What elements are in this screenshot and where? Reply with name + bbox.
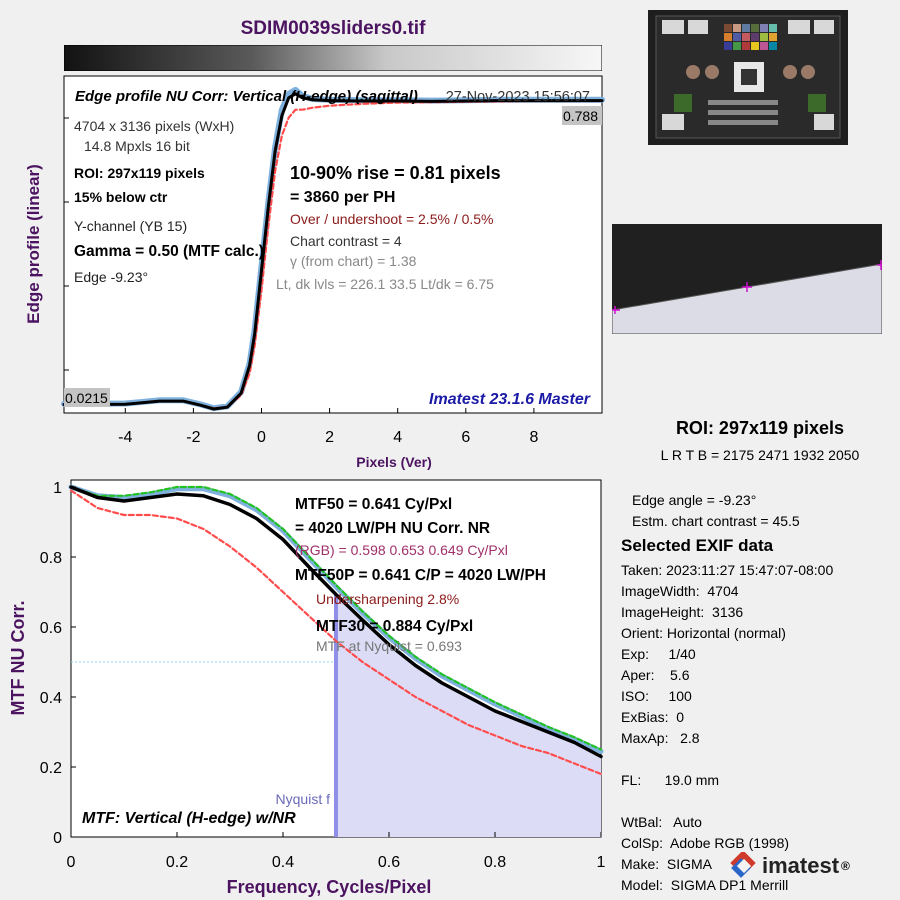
edge-info-angle: Edge -9.23° [74,269,148,285]
mtf-y-tick-label: 0 [53,830,62,847]
mtf-x-tick-label: 1 [597,854,606,871]
edge-x-tick-label: 6 [461,429,470,446]
mtf-x-tick-label: 0.6 [378,854,400,871]
exif-line: MaxAp: 2.8 [621,730,700,746]
mtf-series-line-2 [69,485,603,751]
edge-series-group [61,86,605,412]
exif-line [621,791,900,812]
chart-title: SDIM0039sliders0.tif [240,18,426,39]
mtf-series-line-3 [69,489,603,776]
gamma-chart-text: γ (from chart) = 1.38 [290,253,417,269]
edge-x-tick-label: -2 [186,429,200,446]
edge-info-loc: 15% below ctr [74,189,168,205]
exif-title: Selected EXIF data [621,536,774,555]
mtf50-text: MTF50 = 0.641 Cy/Pxl [295,496,452,513]
edge-y-ticks [64,117,69,371]
exif-line: Model: SIGMA DP1 Merrill [621,877,789,893]
exif-line: FL: 19.0 mm [621,772,720,788]
edge-x-axis-label: Pixels (Ver) [356,454,432,470]
edge-heading: Edge profile NU Corr: Vertical (H-edge) … [75,88,418,105]
exif-line: ImageHeight: 3136 [621,604,744,620]
mtf-y-ticks: 0 0.2 0.4 0.6 0.8 1 [40,480,76,847]
edge-info-channel: Y-channel (YB 15) [74,218,187,234]
mtf30-text: MTF30 = 0.884 Cy/Pxl [316,618,473,635]
overshoot-text: Over / undershoot = 2.5% / 0.5% [290,211,494,227]
edge-angle-text: Edge angle = -9.23° [632,492,757,508]
right-value-box [562,106,602,125]
exif-line [621,749,900,770]
mtf-x-tick-label: 0 [67,854,76,871]
edge-series-line-0 [62,92,604,411]
mtf-plot: 0 0.2 0.4 0.6 0.8 1 0 0.2 0.4 0.6 0.8 1 MTF50 = 0.… [8,479,606,897]
per-ph-text: = 3860 per PH [290,189,395,206]
mtf-y-tick-label: 0.4 [40,690,62,707]
rgb-text: (RGB) = 0.598 0.653 0.649 Cy/Pxl [295,542,508,558]
roi-crop-image [612,224,882,334]
edge-x-tick-label: -4 [118,429,132,446]
mtf-series-line-1 [68,484,604,754]
right-value: 0.788 [563,108,598,124]
edge-x-tick-label: 4 [393,429,402,446]
nyquist-label: Nyquist f [276,791,331,807]
mtf-nyquist-text: MTF at Nyquist = 0.693 [316,638,462,654]
exif-line: Aper: 5.6 [621,667,690,683]
left-value-box [64,388,110,407]
version-label: Imatest 23.1.6 Master [429,391,591,408]
rise-text: 10-90% rise = 0.81 pixels [290,163,501,183]
mtf-footer: MTF: Vertical (H-edge) w/NR [82,810,296,827]
exif-line: ISO: 100 [621,688,692,704]
exif-line: Make: SIGMA [621,856,713,872]
mtf-x-tick-label: 0.2 [166,854,188,871]
estm-contrast-text: Estm. chart contrast = 45.5 [632,513,800,529]
left-value: 0.0215 [65,390,108,406]
exif-line: ExBias: 0 [621,709,685,725]
edge-y-axis-label: Edge profile (linear) [24,164,43,324]
mtf-y-tick-label: 1 [53,480,62,497]
mtf-x-axis-label: Frequency, Cycles/Pixel [227,877,432,897]
edge-x-tick-label: 0 [257,429,266,446]
mtf50-lw-text: = 4020 LW/PH NU Corr. NR [295,520,490,537]
mtf-y-tick-label: 0.8 [40,550,62,567]
mtf-x-tick-label: 0.4 [272,854,294,871]
edge-plot-area [63,75,603,414]
imatest-logo: imatest ® [728,852,850,880]
mtf50p-text: MTF50P = 0.641 C/P = 4020 LW/PH [295,567,546,584]
exif-line: Exp: 1/40 [621,646,696,662]
imatest-logo-mark: ® [841,859,850,873]
levels-text: Lt, dk lvls = 226.1 33.5 Lt/dk = 6.75 [276,276,494,292]
imatest-logo-text: imatest [762,853,840,878]
chart-contrast-text: Chart contrast = 4 [290,233,402,249]
exif-line: WtBal: Auto [621,814,702,830]
edge-info-roi: ROI: 297x119 pixels [74,165,205,181]
edge-profile-plot: -4 -2 0 2 4 6 8 Edge profile NU Corr: Vertical… [24,75,605,470]
mtf-y-axis-label: MTF NU Corr. [8,601,28,716]
mtf-x-tick-label: 0.8 [484,854,506,871]
info-panel: Edge angle = -9.23° Estm. chart contrast… [621,490,900,896]
edge-x-tick-label: 2 [325,429,334,446]
roi-bounds: L R T B = 2175 2471 1932 2050 [660,447,860,463]
roi-title: ROI: 297x119 pixels [675,418,845,438]
mtf-x-ticks: 0 0.2 0.4 0.6 0.8 1 [67,832,606,871]
mtf-y-tick-label: 0.6 [40,620,62,637]
edge-info-gamma: Gamma = 0.50 (MTF calc.) [74,243,264,260]
mtf-series-line-0 [69,485,603,759]
imatest-logo-icon [730,852,756,878]
exif-line: Taken: 2023:11:27 15:47:07-08:00 [621,562,834,578]
exif-line: ColSp: Adobe RGB (1998) [621,835,790,851]
edge-gradient-strip [64,45,602,71]
exif-line: ImageWidth: 4704 [621,583,739,599]
edge-x-ticks: -4 -2 0 2 4 6 8 [118,408,538,446]
exif-list: Taken: 2023:11:27 15:47:07-08:00 ImageWid… [621,560,900,896]
mtf-series-group [68,484,604,837]
edge-timestamp: 27-Nov-2023 15:56:07 [446,89,590,105]
edge-info-mpx: 14.8 Mpxls 16 bit [84,138,190,154]
edge-x-tick-label: 8 [529,429,538,446]
exif-line: Orient: Horizontal (normal) [621,625,786,641]
undersharpening-text: Undersharpening 2.8% [316,591,459,607]
roi-markers [612,260,882,314]
mtf-y-tick-label: 0.2 [40,760,62,777]
edge-info-size: 4704 x 3136 pixels (WxH) [74,118,234,134]
test-chart-thumbnail [648,10,848,145]
